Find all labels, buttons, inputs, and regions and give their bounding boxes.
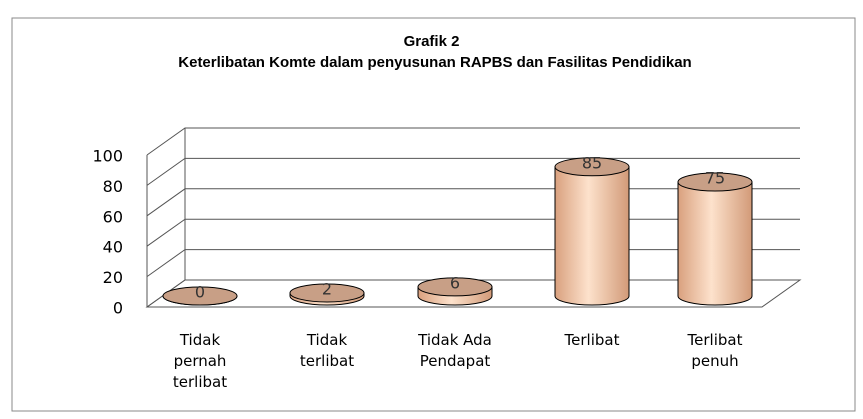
x-tick-label: Terlibat penuh — [687, 331, 743, 370]
chart-subtitle: Keterlibatan Komte dalam penyusunan RAPB… — [178, 54, 692, 71]
value-label: 75 — [705, 169, 725, 188]
bar — [162, 286, 238, 306]
bar — [289, 283, 365, 306]
bar-body — [554, 166, 630, 306]
y-tick-label: 60 — [103, 207, 123, 226]
bar-top — [417, 277, 493, 297]
bar-top — [554, 157, 630, 177]
x-tick-label: Tidak terlibat — [299, 331, 355, 370]
bar-top — [162, 286, 238, 306]
value-label: 0 — [195, 283, 205, 302]
x-tick-label: Terlibat — [564, 331, 620, 349]
y-tick-label: 80 — [103, 177, 123, 196]
bar-top — [289, 283, 365, 303]
value-label: 85 — [582, 153, 602, 172]
chart-border — [11, 17, 856, 412]
value-label: 2 — [322, 279, 332, 298]
bar — [417, 277, 493, 306]
y-tick-label: 20 — [103, 268, 123, 287]
y-tick-label: 40 — [103, 238, 123, 257]
bar — [677, 172, 753, 306]
bar-body — [677, 181, 753, 306]
grid-line — [146, 127, 800, 156]
x-tick-label: Tidak Ada Pendapat — [418, 331, 492, 370]
value-label: 6 — [450, 273, 460, 292]
chart-title: Grafik 2 — [403, 33, 460, 50]
y-tick-label: 100 — [92, 147, 123, 166]
x-tick-label: Tidak pernah terlibat — [172, 331, 228, 391]
y-tick-label: 0 — [113, 299, 123, 318]
bar-top — [677, 172, 753, 192]
bar — [554, 157, 630, 306]
